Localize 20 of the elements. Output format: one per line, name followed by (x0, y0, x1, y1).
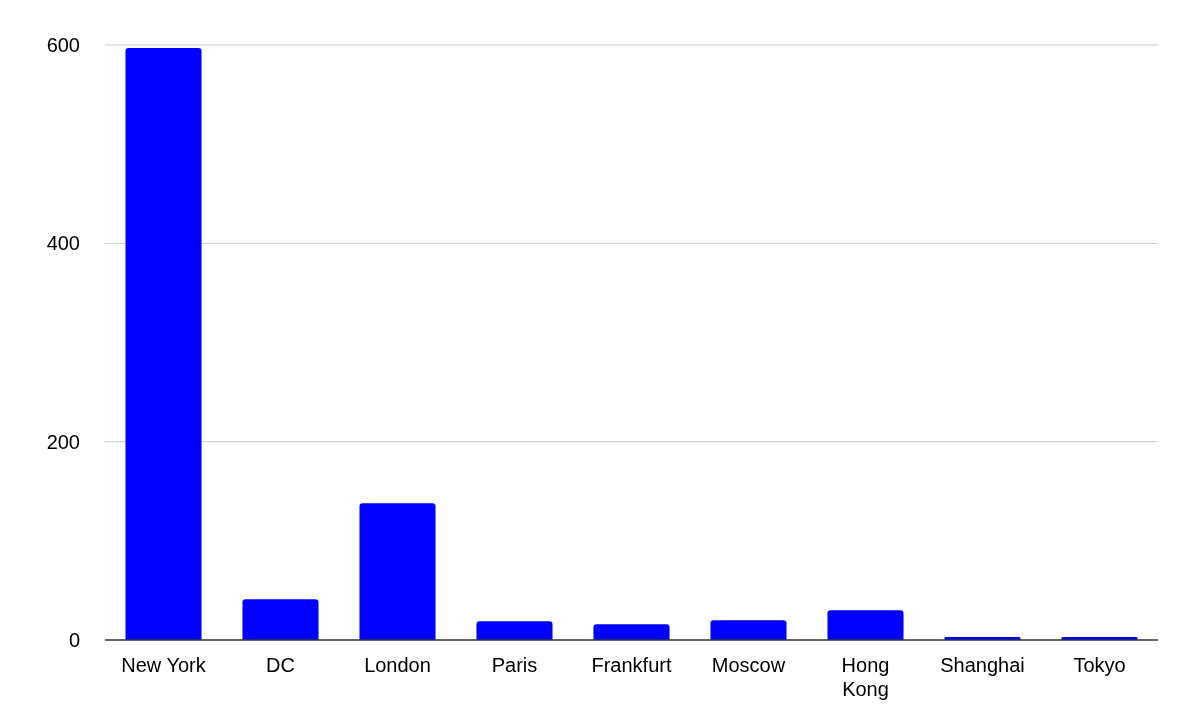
x-tick-label: Tokyo (1073, 654, 1126, 676)
x-tick-label: DC (266, 654, 295, 676)
bar (359, 503, 436, 640)
bar (242, 599, 319, 640)
y-tick-label: 200 (46, 430, 80, 453)
y-tick-label: 0 (68, 629, 80, 651)
y-tick-label: 400 (46, 232, 80, 255)
x-tick-label: New York (121, 654, 207, 676)
y-tick-label: 600 (46, 34, 80, 56)
x-tick-label: Shanghai (940, 654, 1025, 676)
bar (593, 624, 670, 640)
x-tick-label: Paris (491, 654, 538, 676)
bar (710, 620, 787, 640)
x-tick-label: Hong Kong (841, 654, 890, 700)
x-tick-label: Moscow (711, 654, 786, 676)
x-tick-label: Frankfurt (591, 654, 672, 676)
bar (827, 610, 904, 640)
bar (125, 47, 202, 640)
bar (476, 621, 553, 640)
x-tick-label: London (364, 654, 431, 676)
